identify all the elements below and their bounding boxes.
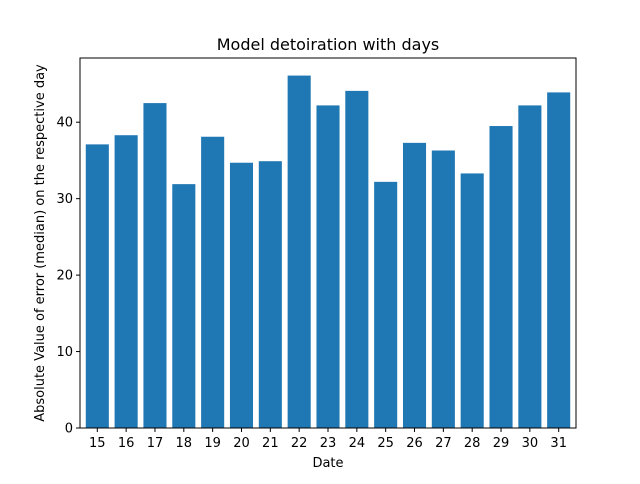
x-tick-label-31: 31 [550, 436, 567, 451]
bar-23 [316, 105, 340, 429]
bar-22 [287, 75, 311, 428]
x-tick-label-24: 24 [349, 436, 366, 451]
bar-25 [374, 181, 398, 428]
bar-26 [402, 142, 427, 429]
x-tick-label-22: 22 [291, 436, 308, 451]
bar-18 [172, 184, 196, 428]
x-tick-label-27: 27 [435, 436, 452, 451]
x-tick-label-21: 21 [262, 436, 279, 451]
x-tick-label-28: 28 [464, 436, 481, 451]
bar-28 [460, 173, 484, 428]
x-tick-label-30: 30 [522, 436, 539, 451]
bar-20 [229, 162, 254, 429]
bar-31 [547, 92, 571, 429]
bar-27 [431, 150, 455, 428]
x-axis-label: Date [312, 456, 343, 471]
bar-17 [143, 103, 167, 428]
y-axis-ticks: 0 10 20 30 40 [56, 116, 80, 437]
x-tick-label-15: 15 [89, 436, 106, 451]
y-tick-label-40: 40 [56, 116, 73, 131]
chart-title: Model detoiration with days [217, 35, 440, 54]
y-tick-label-0: 0 [65, 422, 73, 437]
bar-30 [518, 105, 542, 429]
plot-frame [79, 57, 577, 429]
x-tick-label-16: 16 [118, 436, 135, 451]
x-tick-label-18: 18 [176, 436, 193, 451]
bar-15 [85, 144, 109, 428]
x-tick-label-17: 17 [147, 436, 164, 451]
y-tick-label-30: 30 [56, 192, 73, 207]
x-tick-label-19: 19 [204, 436, 221, 451]
y-axis-label: Absolute Value of error (median) on the … [33, 64, 48, 422]
y-tick-label-10: 10 [56, 345, 73, 360]
x-tick-label-23: 23 [320, 436, 337, 451]
x-tick-label-26: 26 [406, 436, 423, 451]
x-axis-ticks: 15 16 17 18 19 20 21 22 23 24 25 26 27 28 29 30 31 [89, 428, 567, 451]
bar-16 [114, 135, 138, 428]
bar-21 [258, 161, 282, 428]
x-tick-label-29: 29 [493, 436, 510, 451]
bar-19 [201, 136, 225, 429]
x-tick-label-20: 20 [233, 436, 250, 451]
bars-group [85, 75, 571, 429]
x-tick-label-25: 25 [377, 436, 394, 451]
bar-29 [489, 126, 513, 428]
y-tick-label-20: 20 [56, 269, 73, 284]
bar-24 [345, 90, 369, 429]
